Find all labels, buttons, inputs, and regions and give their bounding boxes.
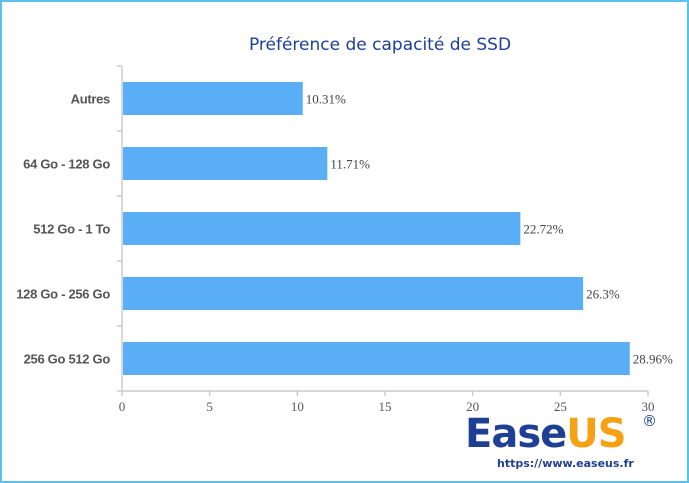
x-tick-label: 25	[554, 399, 567, 414]
category-label: 128 Go - 256 Go	[16, 287, 110, 302]
bar	[123, 277, 584, 310]
logo-url: https://www.easeus.fr	[497, 457, 634, 470]
x-tick-label: 5	[206, 399, 213, 414]
x-tick-label: 0	[119, 399, 126, 414]
chart-title: Préférence de capacité de SSD	[249, 35, 511, 55]
logo-us: US	[566, 411, 626, 457]
data-label: 28.96%	[633, 352, 673, 367]
bar	[123, 342, 630, 375]
x-tick-label: 15	[379, 399, 392, 414]
category-label: 64 Go - 128 Go	[23, 157, 110, 172]
bar	[123, 147, 328, 180]
x-tick-label: 10	[291, 399, 304, 414]
data-label: 10.31%	[306, 92, 346, 107]
bar	[123, 82, 303, 115]
bar	[123, 212, 521, 245]
data-label: 26.3%	[586, 287, 620, 302]
x-tick-label: 20	[466, 399, 479, 414]
easeus-logo: EaseUS ® https://www.easeus.fr	[465, 411, 665, 480]
registered-mark: ®	[642, 412, 657, 430]
category-label: 256 Go 512 Go	[24, 352, 111, 367]
data-label: 11.71%	[330, 157, 370, 172]
x-tick-label: 30	[642, 399, 655, 414]
data-label: 22.72%	[523, 222, 563, 237]
category-label: Autres	[71, 92, 110, 107]
logo-ease: Ease	[465, 411, 567, 457]
category-label: 512 Go - 1 To	[33, 222, 110, 237]
